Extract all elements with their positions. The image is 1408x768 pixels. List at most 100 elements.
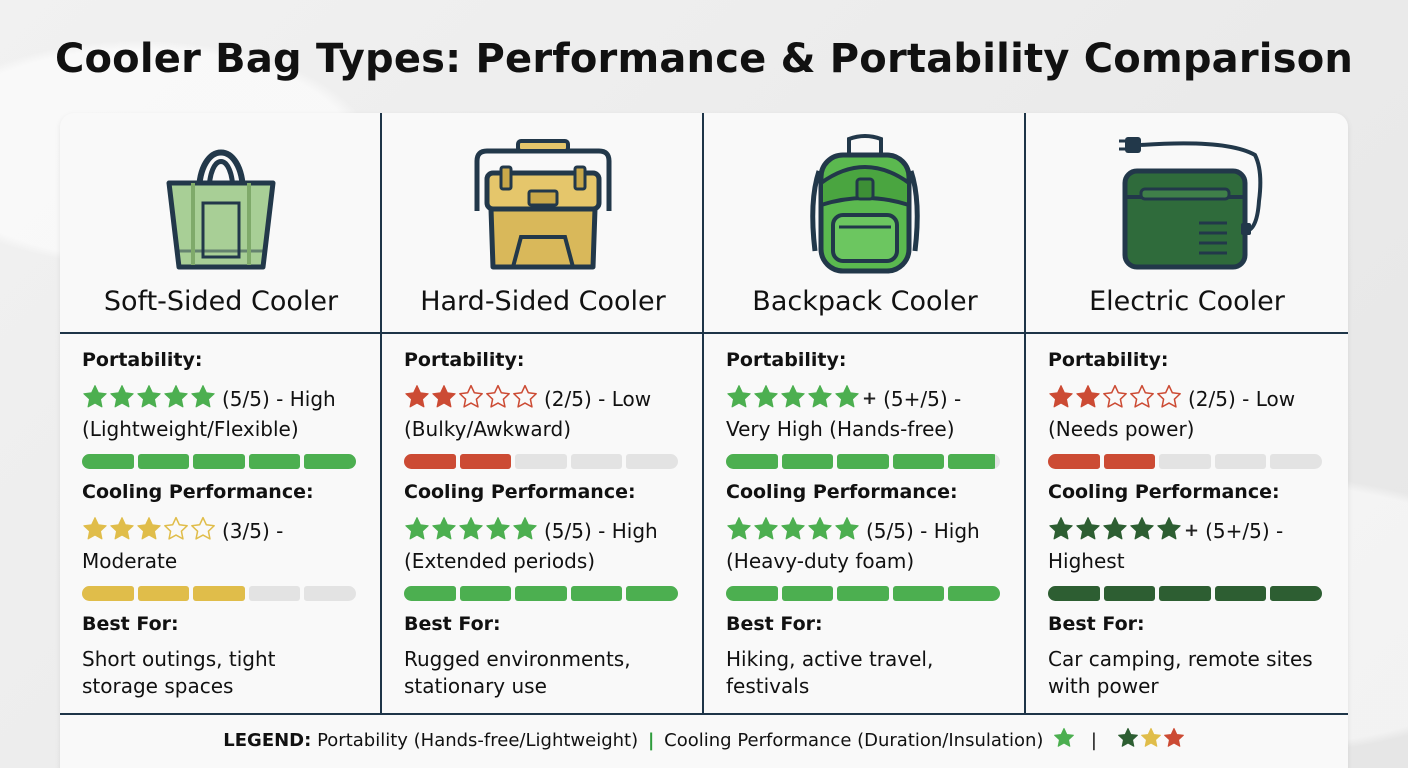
star-empty-icon — [1103, 384, 1127, 408]
bar-fill — [82, 454, 134, 469]
star-filled-icon — [110, 385, 134, 408]
star-filled-icon — [137, 385, 161, 408]
star-filled-icon — [1130, 517, 1154, 540]
bar-segment — [1048, 454, 1100, 469]
portability-summary: (2/5) - Low — [1188, 387, 1296, 411]
cooling-label: Cooling Performance: — [1048, 481, 1280, 503]
bar-fill — [837, 586, 889, 601]
star-filled-icon — [137, 517, 161, 540]
cooling-stars-icon: + — [1048, 516, 1199, 546]
bar-segment — [304, 586, 356, 601]
header-divider — [60, 332, 1348, 334]
portability-rating: (2/5) - Low — [404, 384, 684, 414]
star-filled-icon — [835, 385, 859, 408]
star-filled-icon — [1140, 727, 1161, 747]
cooling-stars-icon — [82, 516, 216, 542]
bar-segment — [570, 586, 623, 601]
bar-fill — [892, 586, 945, 601]
best-for-text: Rugged environments, stationary use — [404, 646, 684, 700]
star-filled-icon — [1076, 385, 1100, 408]
bar-segment — [82, 586, 134, 601]
bar-fill — [82, 586, 134, 601]
star-empty-icon — [486, 384, 510, 408]
portability-bar — [82, 454, 356, 469]
cooler-name: Backpack Cooler — [752, 286, 978, 317]
bar-fill — [248, 454, 301, 469]
cooling-rating: (3/5) - — [82, 516, 362, 546]
star-filled-icon — [1117, 727, 1138, 747]
bar-fill — [626, 586, 678, 601]
star-filled-icon — [83, 385, 107, 408]
star-filled-icon — [110, 517, 134, 540]
bar-segment — [892, 586, 945, 601]
best-for-text: Hiking, active travel, festivals — [726, 646, 1006, 700]
cooler-column-4: Electric Cooler Portability: (2/5) - Low… — [1026, 113, 1348, 715]
star-filled-icon — [1049, 385, 1073, 408]
star-filled-icon — [727, 385, 751, 408]
bar-segment — [404, 454, 456, 469]
star-filled-icon — [835, 517, 859, 540]
bar-fill — [137, 586, 190, 601]
cooler-name: Soft-Sided Cooler — [103, 286, 339, 317]
cooler-column-3: Backpack Cooler Portability: + (5+/5) - V… — [704, 113, 1026, 715]
star-filled-icon — [405, 385, 429, 408]
star-filled-icon — [808, 517, 832, 540]
bar-segment — [626, 586, 678, 601]
bar-segment — [570, 454, 623, 469]
plus-mark: + — [1184, 520, 1200, 541]
bar-segment — [781, 586, 834, 601]
best-for-line: with power — [1048, 674, 1159, 698]
bar-fill — [781, 454, 834, 469]
cooling-summary: (3/5) - — [222, 519, 284, 543]
legend-cooling: Cooling Performance (Duration/Insulation… — [664, 730, 1044, 751]
icon-wrap — [704, 131, 1026, 281]
cooling-rating: + (5+/5) - — [1048, 516, 1328, 546]
star-empty-icon — [1130, 384, 1154, 408]
cooler-columns: Soft-Sided Cooler Portability: (5/5) - H… — [60, 113, 1348, 715]
cooling-bar — [82, 586, 356, 601]
cooling-label: Cooling Performance: — [404, 481, 636, 503]
star-filled-icon — [1157, 517, 1181, 540]
star-filled-icon — [1163, 727, 1184, 747]
star-filled-icon — [754, 385, 778, 408]
legend-multicolor-stars-icon — [1117, 727, 1185, 749]
star-empty-icon — [1157, 384, 1181, 408]
star-filled-icon — [164, 385, 188, 408]
best-for-label: Best For: — [404, 613, 501, 635]
best-for-label: Best For: — [82, 613, 179, 635]
bar-segment — [1159, 586, 1211, 601]
best-for-text: Short outings, tight storage spaces — [82, 646, 362, 700]
cooling-bar — [726, 586, 1000, 601]
bar-segment — [515, 454, 567, 469]
icon-wrap — [60, 131, 382, 281]
bar-segment — [948, 454, 1000, 469]
cooling-bar — [404, 586, 678, 601]
best-for-label: Best For: — [726, 613, 823, 635]
bar-fill — [459, 586, 512, 601]
cooler-details: Portability: + (5+/5) - Very High (Hands-… — [726, 349, 1006, 700]
portability-description: (Lightweight/Flexible) — [82, 417, 299, 441]
tote-bag-icon — [166, 149, 276, 270]
bar-fill — [1048, 454, 1100, 469]
bar-fill — [459, 454, 512, 469]
cooling-description: (Extended periods) — [404, 549, 596, 573]
star-filled-icon — [1076, 517, 1100, 540]
cooling-label: Cooling Performance: — [726, 481, 958, 503]
star-filled-icon — [513, 517, 537, 540]
star-filled-icon — [191, 385, 215, 408]
bar-fill — [948, 586, 1000, 601]
legend-separator: | — [647, 730, 655, 751]
portability-bar — [1048, 454, 1322, 469]
bar-segment — [781, 454, 834, 469]
portability-bar — [726, 454, 1000, 469]
page-title: Cooler Bag Types: Performance & Portabil… — [54, 36, 1354, 82]
best-for-line: stationary use — [404, 674, 547, 698]
best-for-label: Best For: — [1048, 613, 1145, 635]
cooler-name: Hard-Sided Cooler — [420, 286, 666, 317]
portability-description: (Needs power) — [1048, 417, 1195, 441]
bar-segment — [892, 454, 945, 469]
bar-segment — [948, 586, 1000, 601]
bar-segment — [82, 454, 134, 469]
electric-cooler-icon — [1119, 137, 1263, 270]
cooling-description: Moderate — [82, 549, 178, 573]
